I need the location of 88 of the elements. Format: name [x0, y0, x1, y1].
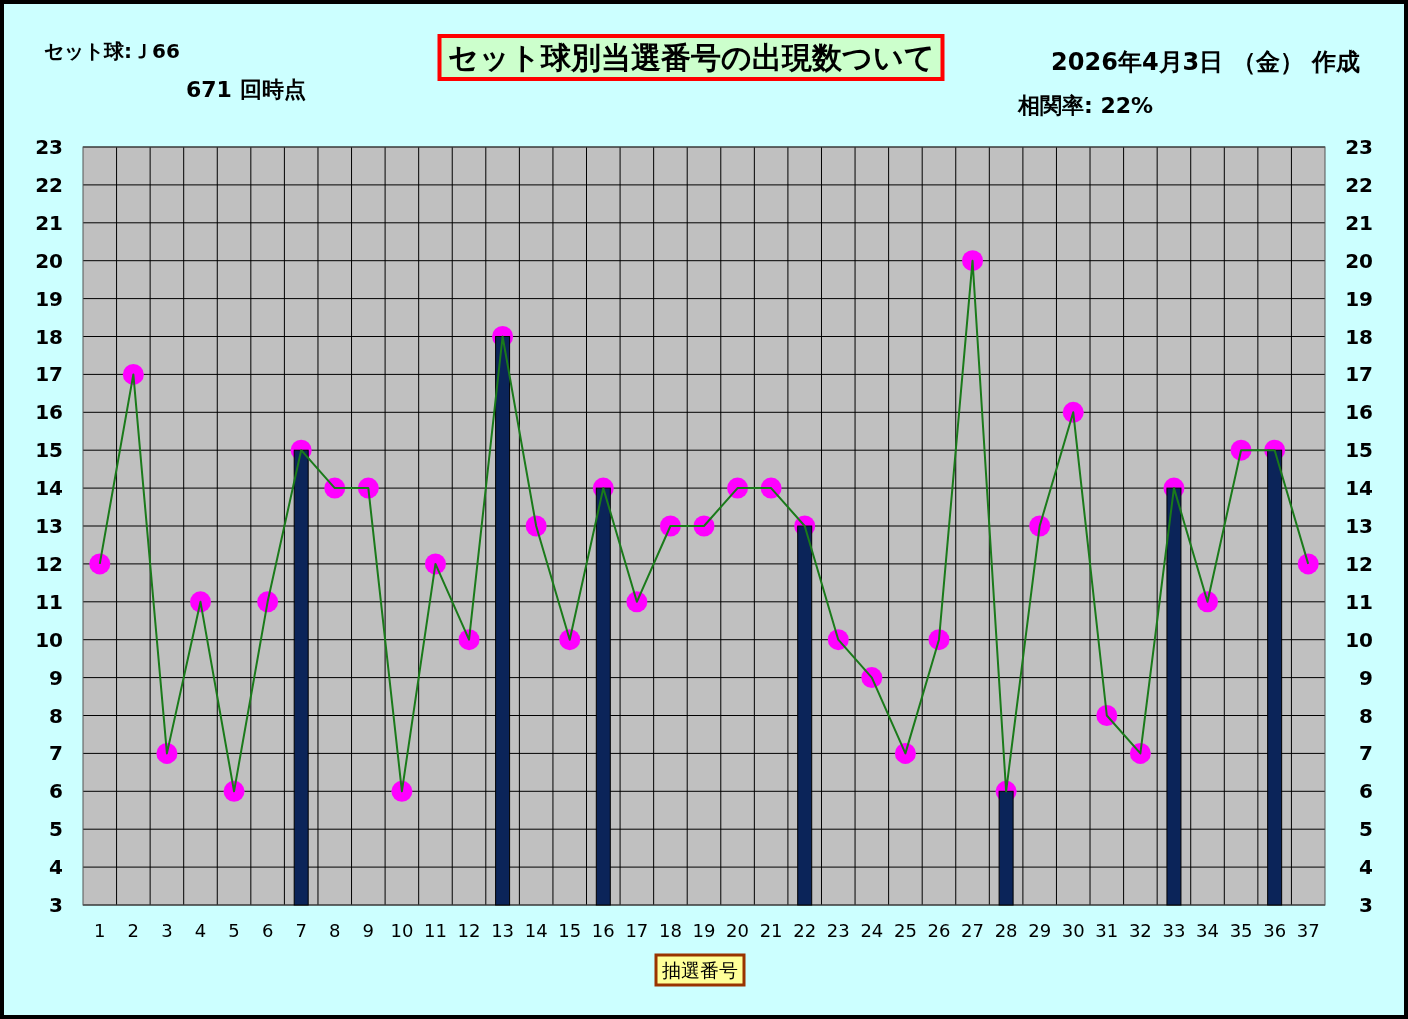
- x-tick-label: 14: [524, 920, 548, 941]
- y-tick-label: 11: [35, 589, 63, 614]
- x-tick-label: 25: [893, 920, 917, 941]
- text: 671 回時点: [186, 77, 306, 102]
- point: [1297, 553, 1319, 575]
- x-tick-label: 5: [228, 920, 240, 941]
- x-tick-label: 1: [94, 920, 106, 941]
- y-tick-label: 17: [35, 362, 63, 387]
- y-tick-label: 3: [49, 893, 63, 917]
- y-tick-label: 7: [49, 741, 63, 766]
- y2-tick-label: 10: [1345, 627, 1373, 652]
- x-tick-label: 4: [194, 920, 207, 941]
- x-axis-title: 抽選番号: [662, 959, 738, 981]
- y-tick-label: 22: [35, 172, 63, 197]
- y2-tick-label: 6: [1359, 779, 1373, 804]
- x-tick-label: 6: [261, 920, 274, 941]
- y2-tick-label: 5: [1359, 817, 1373, 842]
- x-tick-label: 17: [625, 920, 649, 941]
- x-tick-label: 10: [390, 920, 414, 941]
- y2-tick-label: 12: [1345, 551, 1373, 576]
- x-tick-label: 8: [329, 920, 341, 941]
- y-tick-label: 12: [35, 551, 63, 576]
- y-tick-label: 20: [35, 248, 63, 273]
- x-tick-label: 19: [692, 920, 716, 941]
- y2-tick-label: 20: [1345, 248, 1373, 273]
- y2-tick-label: 21: [1345, 210, 1373, 235]
- x-tick-label: 29: [1028, 920, 1052, 941]
- text: 相関率: 22%: [1017, 93, 1154, 118]
- x-tick-label: 23: [826, 920, 850, 941]
- y-tick-label: 23: [35, 135, 63, 159]
- y2-tick-label: 8: [1359, 703, 1373, 728]
- y-tick-label: 19: [35, 286, 63, 311]
- x-tick-label: 37: [1296, 920, 1320, 941]
- x-tick-label: 34: [1196, 920, 1219, 941]
- y-tick-label: 21: [35, 210, 63, 235]
- y2-tick-label: 11: [1345, 589, 1373, 614]
- chart-title: セット球別当選番号の出現数ついて: [447, 40, 935, 75]
- x-tick-label: 16: [591, 920, 615, 941]
- y-tick-label: 9: [49, 665, 63, 690]
- x-tick-label: 26: [927, 920, 951, 941]
- x-tick-label: 12: [457, 920, 481, 941]
- x-tick-label: 20: [726, 920, 750, 941]
- text: 2026年4月3日 （金） 作成: [1051, 48, 1360, 76]
- y-tick-label: 10: [35, 627, 63, 652]
- x-tick-label: 3: [161, 920, 173, 941]
- x-tick-label: 13: [491, 920, 515, 941]
- x-tick-label: 21: [759, 920, 783, 941]
- x-tick-label: 2: [127, 920, 140, 941]
- y-tick-label: 13: [35, 514, 63, 538]
- x-tick-label: 11: [424, 920, 447, 941]
- x-tick-label: 32: [1128, 920, 1152, 941]
- y2-tick-label: 4: [1359, 855, 1373, 880]
- y-tick-label: 6: [49, 779, 63, 804]
- y-tick-label: 4: [49, 855, 63, 880]
- x-tick-label: 7: [295, 920, 307, 941]
- x-tick-label: 33: [1162, 920, 1186, 941]
- y2-tick-label: 18: [1345, 324, 1373, 349]
- y-tick-label: 16: [35, 400, 63, 425]
- y-tick-label: 15: [35, 438, 63, 463]
- y-tick-label: 14: [35, 476, 63, 501]
- y2-tick-label: 3: [1359, 893, 1373, 917]
- point: [962, 250, 984, 272]
- y-tick-label: 5: [49, 817, 63, 842]
- y2-tick-label: 13: [1345, 514, 1373, 538]
- point: [89, 553, 111, 575]
- y-tick-label: 18: [35, 324, 63, 349]
- x-tick-label: 27: [961, 920, 984, 941]
- x-tick-label: 28: [994, 920, 1018, 941]
- x-tick-label: 31: [1095, 920, 1119, 941]
- x-tick-label: 36: [1263, 920, 1287, 941]
- y2-tick-label: 14: [1345, 476, 1373, 501]
- y2-tick-label: 17: [1345, 362, 1373, 387]
- x-tick-label: 30: [1061, 920, 1085, 941]
- y2-tick-label: 23: [1345, 135, 1373, 159]
- y2-tick-label: 15: [1345, 438, 1373, 463]
- y2-tick-label: 19: [1345, 286, 1373, 311]
- x-tick-label: 24: [860, 920, 884, 941]
- x-tick-label: 9: [362, 920, 375, 941]
- y2-tick-label: 16: [1345, 400, 1373, 425]
- text: セット球:Ｊ66: [44, 39, 180, 63]
- y2-tick-label: 7: [1359, 741, 1373, 766]
- y2-tick-label: 22: [1345, 172, 1373, 197]
- x-tick-label: 35: [1229, 920, 1253, 941]
- y2-tick-label: 9: [1359, 665, 1373, 690]
- y-tick-label: 8: [49, 703, 63, 728]
- x-tick-label: 22: [793, 920, 817, 941]
- x-tick-label: 18: [658, 920, 682, 941]
- x-tick-label: 15: [558, 920, 582, 941]
